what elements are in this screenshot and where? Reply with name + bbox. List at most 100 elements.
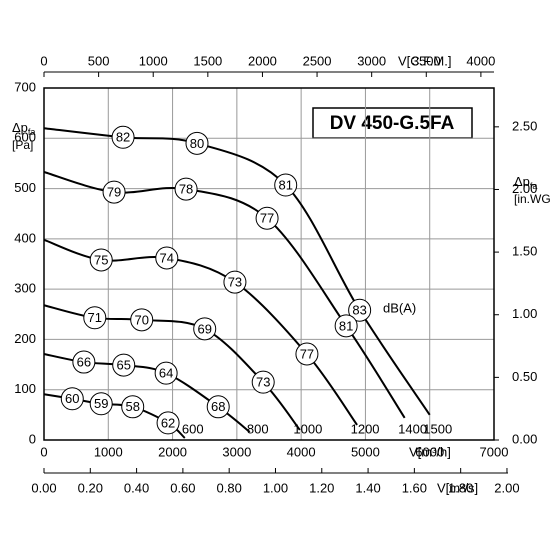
dba-point: [348, 298, 372, 322]
x2-tick-label: 1500: [193, 53, 222, 68]
title-box: [312, 107, 473, 139]
x3-axis-label: V[m³/s]: [437, 480, 478, 495]
dba-label: 81: [278, 177, 292, 192]
dba-point: [155, 246, 179, 270]
y-tick-label: 100: [14, 381, 36, 396]
y-axis-label-sub: fa: [28, 127, 36, 137]
dba-label: 66: [77, 354, 91, 369]
dba-point: [206, 395, 230, 419]
dba-point: [251, 370, 275, 394]
x3-tick-label: 1.60: [402, 480, 427, 495]
x-tick-label: 3000: [222, 444, 251, 459]
dba-label: 62: [161, 415, 175, 430]
x3-tick-label: 0.00: [31, 480, 56, 495]
x2-tick-label: 3000: [357, 53, 386, 68]
dba-label: 70: [134, 312, 148, 327]
dba-label: 65: [116, 358, 130, 373]
dba-label: 74: [160, 250, 174, 265]
x-tick-label: 5000: [351, 444, 380, 459]
y2-axis-label: Δpfa: [514, 174, 537, 191]
dba-point: [156, 411, 180, 435]
dba-point: [185, 131, 209, 155]
x2-tick-label: 3500: [412, 53, 441, 68]
y-tick-label: 500: [14, 180, 36, 195]
dba-point: [193, 317, 217, 341]
y-tick-label: 200: [14, 331, 36, 346]
dba-point: [89, 392, 113, 416]
dba-point: [89, 248, 113, 272]
x-axis-label: V[m³/h]: [409, 444, 451, 459]
dba-label: 58: [125, 399, 139, 414]
y2-axis-label-unit: [in.WG]: [514, 192, 550, 206]
dba-label: 77: [260, 211, 274, 226]
dba-label: 82: [116, 130, 130, 145]
x3-tick-label: 0.60: [170, 480, 195, 495]
y-axis-label-symbol: Δp: [12, 120, 28, 135]
speed-label: 800: [247, 421, 269, 436]
dba-label: 69: [197, 321, 211, 336]
dba-point: [154, 361, 178, 385]
dba-label: 64: [159, 366, 173, 381]
speed-label: 600: [182, 421, 204, 436]
x2-tick-label: 2500: [303, 53, 332, 68]
y2-tick-label: 2.50: [512, 118, 537, 133]
x3-tick-label: 0.20: [78, 480, 103, 495]
y2-axis-label-symbol: Δp: [514, 174, 530, 189]
dba-point: [121, 395, 145, 419]
y-tick-label: 700: [14, 79, 36, 94]
dba-point: [83, 306, 107, 330]
dba-point: [102, 180, 126, 204]
x-tick-label: 1000: [94, 444, 123, 459]
dba-point: [255, 206, 279, 230]
x-tick-label: 2000: [158, 444, 187, 459]
y2-tick-label: 1.50: [512, 244, 537, 259]
y-tick-label: 0: [29, 431, 36, 446]
x-tick-label: 0: [40, 444, 47, 459]
dba-label: 75: [94, 252, 108, 267]
dba-label: 73: [228, 275, 242, 290]
chart-title: DV 450-G.5FA: [330, 113, 455, 134]
dba-point: [174, 177, 198, 201]
x2-tick-label: 4000: [466, 53, 495, 68]
speed-label: 1200: [351, 421, 380, 436]
x-tick-label: 7000: [480, 444, 509, 459]
x2-tick-label: 2000: [248, 53, 277, 68]
x2-axis-label: V[C.F.M.]: [398, 53, 451, 68]
dba-point: [72, 350, 96, 374]
y2-tick-label: 1.00: [512, 306, 537, 321]
dba-point: [334, 314, 358, 338]
x-tick-label: 6000: [415, 444, 444, 459]
x2-tick-label: 500: [88, 53, 110, 68]
dba-label: 59: [94, 396, 108, 411]
dba-label: 80: [190, 136, 204, 151]
x2-tick-label: 1000: [139, 53, 168, 68]
annotation: dB(A): [383, 300, 416, 315]
dba-label: 81: [339, 318, 353, 333]
x3-tick-label: 0.40: [124, 480, 149, 495]
speed-label: 1500: [423, 421, 452, 436]
y2-tick-label: 0.00: [512, 431, 537, 446]
dba-label: 60: [65, 391, 79, 406]
y-axis-label: Δpfa: [12, 120, 35, 137]
x3-tick-label: 2.00: [494, 480, 519, 495]
y2-axis-label-sub: fa: [530, 181, 538, 191]
dba-point: [223, 270, 247, 294]
dba-point: [111, 125, 135, 149]
dba-point: [295, 342, 319, 366]
dba-label: 73: [256, 375, 270, 390]
dba-point: [130, 308, 154, 332]
speed-label: 1400: [398, 421, 427, 436]
x3-tick-label: 1.00: [263, 480, 288, 495]
x3-tick-label: 1.40: [355, 480, 380, 495]
dba-point: [112, 353, 136, 377]
x3-tick-label: 1.20: [309, 480, 334, 495]
dba-label: 83: [352, 303, 366, 318]
y-tick-label: 400: [14, 230, 36, 245]
dba-label: 68: [211, 399, 225, 414]
y-axis-label-unit: [Pa]: [12, 138, 33, 152]
y-tick-label: 600: [14, 130, 36, 145]
dba-label: 77: [300, 346, 314, 361]
y2-tick-label: 2.00: [512, 181, 537, 196]
dba-point: [274, 173, 298, 197]
